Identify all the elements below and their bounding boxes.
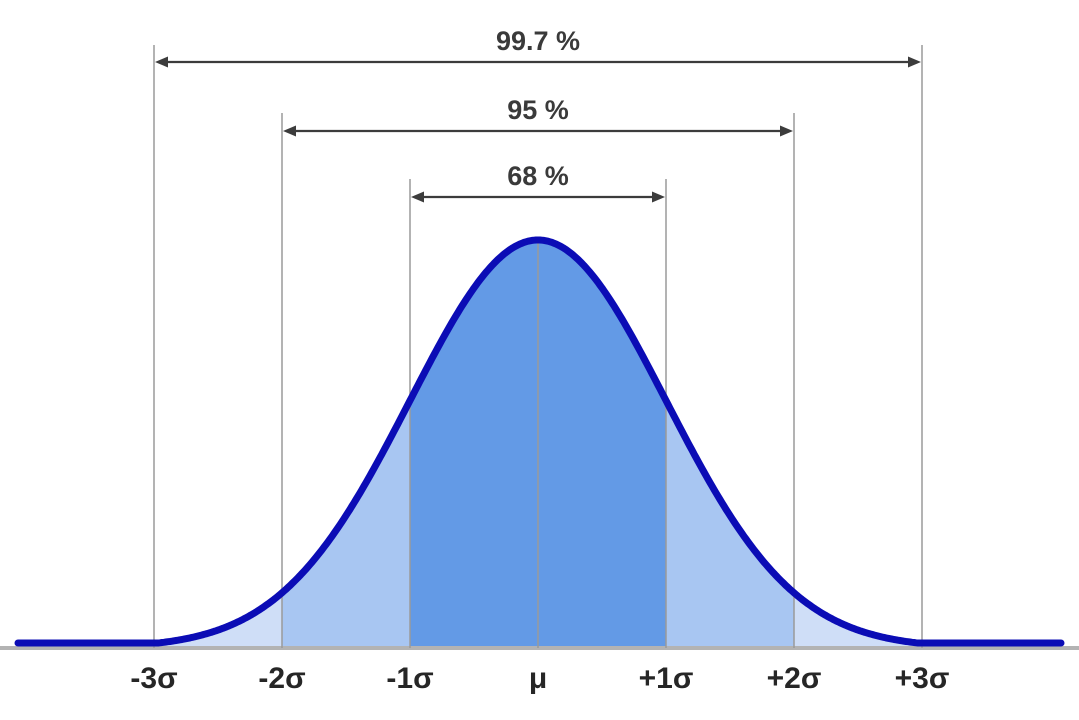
- axis-label--3σ: -3σ: [130, 662, 177, 695]
- axis-label--2σ: -2σ: [258, 662, 305, 695]
- arrowhead-right-icon: [780, 125, 793, 137]
- arrowhead-left-icon: [283, 125, 296, 137]
- axis-label-+2σ: +2σ: [767, 662, 822, 695]
- arrowhead-left-icon: [411, 191, 424, 203]
- bell-curve-line: [14, 236, 1065, 647]
- coverage-arrow-95: [283, 125, 793, 137]
- axis-label-μ: μ: [529, 662, 547, 695]
- coverage-arrow-68: [411, 191, 665, 203]
- arrowhead-right-icon: [652, 191, 665, 203]
- axis-label--1σ: -1σ: [386, 662, 433, 695]
- arrowhead-left-icon: [155, 56, 168, 68]
- arrowhead-right-icon: [908, 56, 921, 68]
- axis-label-+3σ: +3σ: [895, 662, 950, 695]
- coverage-label-95: 95 %: [507, 95, 569, 125]
- coverage-label-99.7: 99.7 %: [496, 26, 580, 56]
- axis-label-+1σ: +1σ: [639, 662, 694, 695]
- coverage-label-68: 68 %: [507, 161, 569, 191]
- coverage-arrow-99.7: [155, 56, 921, 68]
